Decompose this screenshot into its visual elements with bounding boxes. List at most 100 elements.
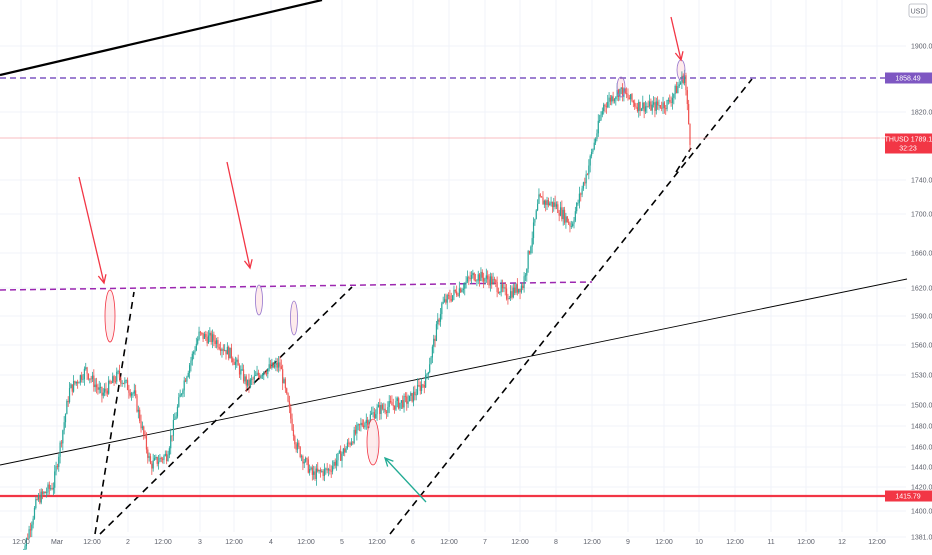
candle-body [620,87,622,89]
candle-body [667,99,670,101]
candle-body [32,518,34,525]
candle-body [573,220,575,224]
candle-body [33,507,36,519]
candle-body [188,365,191,373]
y-tick-label: 1381.00 [911,535,932,542]
candle-body [666,100,668,110]
arrow-down-1 [78,176,105,284]
candle-body [454,289,456,292]
touch-ellipse [616,76,626,98]
candle-body [380,404,382,414]
candle-body [113,376,115,382]
candle-body [97,387,99,390]
candle-body [530,246,532,254]
x-tick-label: 4 [269,539,273,546]
currency-button[interactable] [908,3,928,18]
candle-body [353,429,355,444]
candle-body [241,369,243,371]
candle-body [643,102,645,112]
candle-body [650,101,652,111]
candle-body [569,223,571,227]
y-tick-label: 1820.00 [911,110,932,117]
candle-body [210,332,212,343]
y-tick-label: 1480.00 [911,424,932,431]
x-tick-label: 12:00 [655,539,673,546]
candle-body [288,401,291,408]
current-price-tag-text: 32:23 [899,146,917,153]
y-tick-label: 1900.00 [911,44,932,51]
candle-body [590,152,593,156]
candle-body [248,379,250,386]
candle-body [539,194,541,197]
candle-body [550,201,552,204]
candle-body [306,458,308,460]
x-tick-label: 12:00 [440,539,458,546]
candle-body [52,487,54,490]
candle-body [253,375,255,380]
candle-body [157,461,160,464]
candle-body [271,362,273,368]
candle-body [601,111,603,115]
candle-body [549,203,551,206]
candle-body [456,291,458,296]
candle-body [644,106,647,112]
x-tick-label: 12:00 [583,539,601,546]
candle-body [677,86,679,94]
candle-body [209,332,211,336]
candle-body [616,89,618,98]
candle-body [369,414,371,421]
candle-body [412,391,415,402]
candle-body [674,85,676,94]
candle-body [607,101,609,108]
candle-body [317,468,319,472]
candle-body [162,458,164,460]
candle-body [497,292,500,294]
candle-body [379,405,381,414]
candle-body [443,299,446,302]
candle-body [407,401,409,404]
candle-body [580,193,582,195]
candle-body [117,371,119,372]
x-tick-label: 12:00 [868,539,886,546]
candle-body [655,101,657,111]
candle-body [534,218,536,223]
candle-body [553,202,555,208]
candle-body [543,200,545,205]
candle-body [106,390,108,394]
candle-body [225,349,227,355]
candle-body [244,376,246,382]
grid [0,0,906,538]
candle-body [561,207,563,220]
candle-body [364,423,366,428]
candle-body [596,133,598,139]
time-axis[interactable]: 12:00 Mar 12:00 2 12:00 3 12:00 4 12:00 5 12:00 6 12… [12,539,886,546]
candle-body [557,204,559,213]
candle-body [91,375,94,380]
candle-body [273,365,276,368]
candle-body [36,499,38,500]
price-axis[interactable]: 3 USD 1381.001400.001420.001440.001460.0… [880,3,932,542]
candle-body [662,102,664,109]
candle-body [450,299,452,301]
candle-body [75,381,77,384]
candle-body [385,411,388,413]
candle-body [82,379,84,381]
candle-body [565,216,567,223]
candle-body [313,471,315,475]
candle-body [493,279,496,281]
candle-body [518,288,520,293]
candle-body [584,182,586,184]
candle-body [263,371,265,376]
candle-body [55,466,57,472]
candle-body [31,524,33,531]
x-tick-label: 2 [126,539,130,546]
candle-body [122,382,125,384]
x-tick-label: 12:00 [797,539,815,546]
candle-body [236,359,238,362]
candle-body [485,275,487,279]
candle-body [64,414,67,423]
candle-body [166,453,168,461]
candle-body [638,101,640,112]
